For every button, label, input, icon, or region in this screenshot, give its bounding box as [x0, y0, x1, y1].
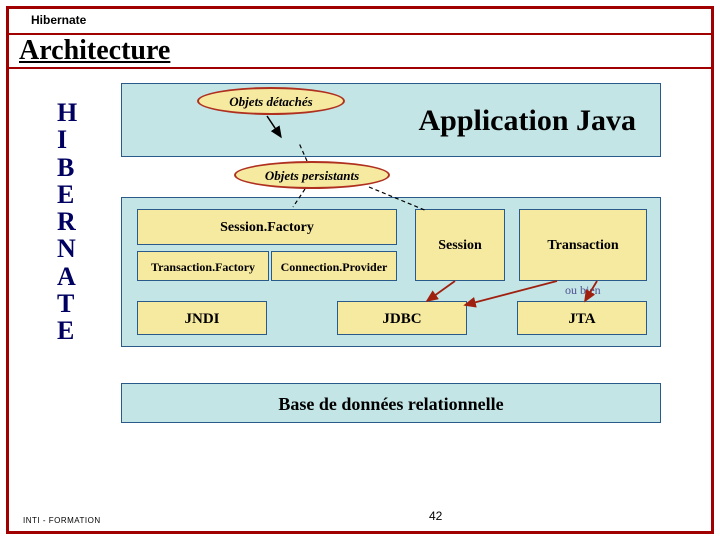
persistent-objects-oval: Objets persistants: [234, 161, 390, 189]
transaction-box: Transaction: [519, 209, 647, 281]
application-layer: Application Java: [121, 83, 661, 157]
jta-box: JTA: [517, 301, 647, 335]
application-title: Application Java: [418, 104, 636, 138]
detached-objects-oval: Objets détachés: [197, 87, 345, 115]
database-label: Base de données relationnelle: [122, 384, 660, 424]
jdbc-box: JDBC: [337, 301, 467, 335]
footer-left: INTI - FORMATION: [23, 516, 101, 525]
slide-frame: Hibernate Architecture HIBERNATE Applica…: [6, 6, 714, 534]
session-box: Session: [415, 209, 505, 281]
architecture-diagram: HIBERNATE Application Java Objets détach…: [57, 83, 672, 483]
database-layer: Base de données relationnelle: [121, 383, 661, 423]
page-title: Architecture: [13, 35, 176, 67]
header-band: Hibernate: [9, 9, 711, 35]
transaction-factory-box: Transaction.Factory: [137, 251, 269, 281]
page-number: 42: [429, 509, 442, 523]
session-factory-box: Session.Factory: [137, 209, 397, 245]
breadcrumb: Hibernate: [31, 13, 86, 27]
jndi-box: JNDI: [137, 301, 267, 335]
title-underline: [9, 67, 711, 69]
hibernate-vertical-label: HIBERNATE: [57, 99, 78, 345]
oubien-label: ou bien: [565, 283, 601, 298]
connection-provider-box: Connection.Provider: [271, 251, 397, 281]
